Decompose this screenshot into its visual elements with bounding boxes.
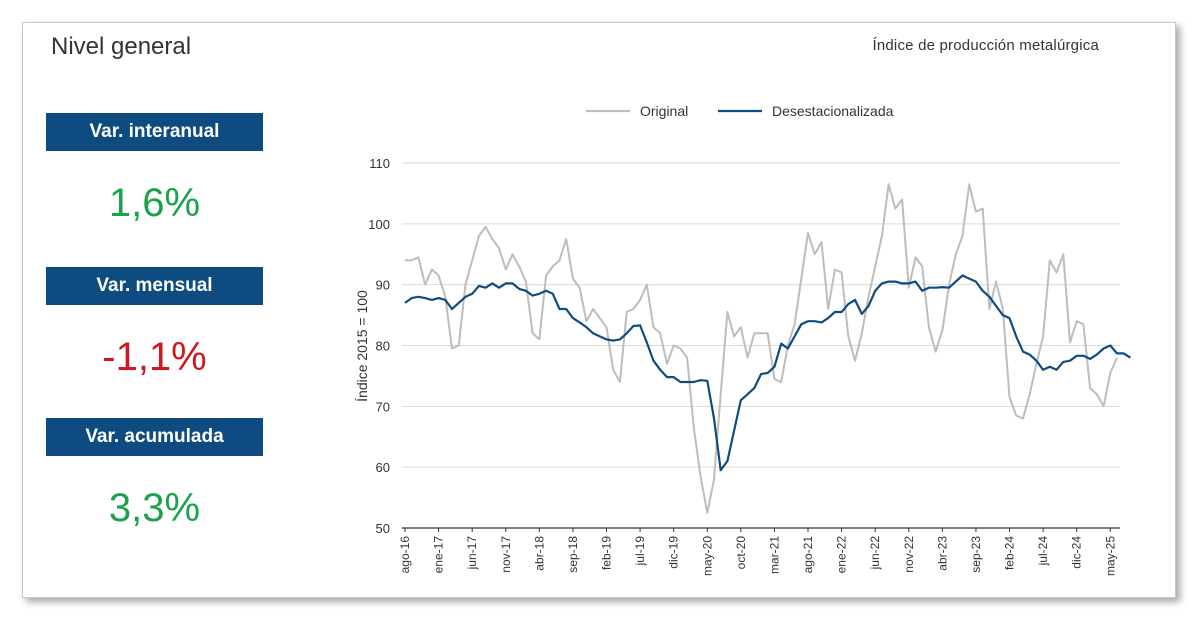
y-axis-label: Índice 2015 = 100: [354, 290, 370, 402]
x-tick-label: sep-18: [566, 536, 580, 573]
dashboard-card: Nivel general Índice de producción metal…: [22, 22, 1176, 598]
x-tick-label: oct-20: [734, 536, 748, 570]
x-tick-label: feb-24: [1003, 536, 1017, 570]
y-tick-labels: 50 60 70 80 90 100 110: [368, 156, 390, 536]
x-tick-label: nov-17: [499, 536, 513, 573]
y-tick-label: 110: [369, 156, 390, 171]
grid-lines: [402, 162, 1120, 529]
x-tick-label: ene-17: [432, 536, 446, 574]
x-tick-label: may-25: [1103, 536, 1117, 576]
kpi-mensual-label: Var. mensual: [46, 267, 263, 305]
line-chart: 50 60 70 80 90 100 110 ago-16 ene-17 jun-17 nov-1…: [354, 103, 1131, 576]
x-tick-label: ago-16: [398, 536, 412, 574]
legend-label-original: Original: [640, 103, 688, 119]
chart-subtitle: Índice de producción metalúrgica: [872, 37, 1099, 54]
x-tick-label: ene-22: [835, 536, 849, 574]
x-tick-label: jul-19: [633, 536, 647, 567]
series-line-desestacionalizada: [404, 274, 1131, 472]
x-tick-label: jun-22: [868, 536, 882, 571]
x-tick-label: abr-23: [935, 536, 949, 571]
series-line-original: [405, 183, 1118, 514]
x-tick-label: ago-21: [801, 536, 815, 574]
x-tick-label: may-20: [700, 536, 714, 576]
y-tick-label: 80: [376, 339, 390, 354]
y-tick-label: 90: [376, 278, 390, 293]
chart-legend: Original Desestacionalizada: [586, 103, 894, 119]
kpi-mensual-value: -1,1%: [102, 335, 207, 379]
x-tick-label: sep-23: [969, 536, 983, 573]
x-tick-label: jun-17: [465, 536, 479, 571]
x-tick-label: mar-21: [767, 536, 781, 574]
y-tick-label: 50: [376, 521, 390, 536]
x-tick-labels: ago-16 ene-17 jun-17 nov-17 abr-18 sep-18 feb-…: [398, 528, 1117, 576]
kpi-acumulada-value: 3,3%: [108, 486, 201, 530]
legend-label-desestacionalizada: Desestacionalizada: [772, 103, 894, 119]
series-lines: [404, 183, 1131, 514]
kpi-interanual-value: 1,6%: [108, 181, 201, 225]
x-tick-label: dic-19: [667, 536, 681, 569]
x-tick-label: nov-22: [902, 536, 916, 573]
y-tick-label: 60: [376, 460, 390, 475]
x-tick-label: abr-18: [532, 536, 546, 571]
y-tick-label: 100: [368, 217, 390, 232]
x-tick-label: jul-24: [1036, 536, 1050, 567]
y-tick-label: 70: [376, 399, 390, 414]
x-tick-label: dic-24: [1070, 536, 1084, 569]
x-tick-label: feb-19: [600, 536, 614, 570]
kpi-acumulada-label: Var. acumulada: [46, 418, 263, 456]
kpi-interanual-label: Var. interanual: [46, 113, 263, 151]
page-title: Nivel general: [51, 33, 192, 60]
